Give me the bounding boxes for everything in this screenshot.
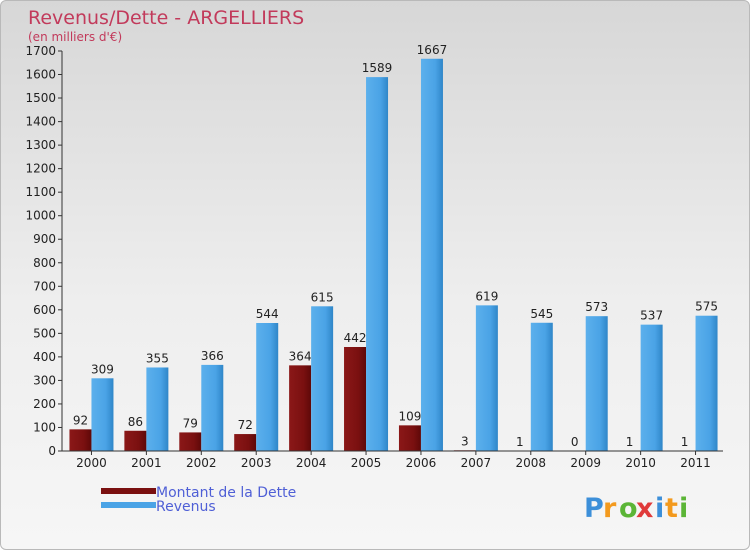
- revenue-value-label: 309: [91, 362, 114, 376]
- y-tick-label: 600: [33, 303, 56, 317]
- debt-value-label: 3: [461, 434, 469, 448]
- revenue-bar: [146, 367, 169, 451]
- debt-value-label: 442: [344, 331, 367, 345]
- debt-value-label: 1: [626, 435, 634, 449]
- revenue-value-label: 355: [146, 351, 169, 365]
- revenue-value-label: 545: [530, 307, 553, 321]
- y-tick-label: 500: [33, 326, 56, 340]
- y-tick-label: 400: [33, 350, 56, 364]
- debt-bar: [124, 430, 147, 451]
- debt-bar: [289, 365, 312, 451]
- chart-subtitle: (en milliers d'€): [28, 30, 122, 44]
- debt-value-label: 109: [399, 409, 422, 423]
- revenue-value-label: 544: [256, 307, 279, 321]
- revenue-value-label: 615: [311, 290, 334, 304]
- legend-label-revenue: Revenus: [156, 499, 216, 515]
- y-tick-label: 1100: [25, 185, 56, 199]
- debt-value-label: 92: [73, 413, 88, 427]
- y-tick-label: 300: [33, 373, 56, 387]
- revenue-bar: [530, 322, 553, 451]
- y-tick-label: 1200: [25, 162, 56, 176]
- logo-letter: i: [679, 493, 688, 524]
- revenue-bar: [640, 324, 663, 451]
- logo-letter: P: [584, 493, 604, 524]
- revenue-value-label: 619: [475, 289, 498, 303]
- revenue-bar: [585, 316, 608, 451]
- y-tick-label: 1500: [25, 91, 56, 105]
- revenue-bar: [420, 58, 443, 451]
- x-tick-label: 2000: [76, 456, 107, 470]
- revenue-value-label: 575: [695, 300, 718, 314]
- logo-letter: i: [655, 493, 664, 524]
- y-tick-label: 200: [33, 397, 56, 411]
- revenue-bar: [201, 364, 224, 451]
- x-tick-label: 2008: [516, 456, 547, 470]
- legend-swatch-debt: [101, 488, 156, 494]
- debt-bar: [234, 434, 257, 451]
- y-tick-label: 900: [33, 232, 56, 246]
- debt-value-label: 72: [238, 418, 253, 432]
- chart-title: Revenus/Dette - ARGELLIERS: [28, 7, 304, 29]
- revenue-bar: [91, 378, 114, 451]
- logo-letter: o: [619, 493, 638, 524]
- debt-bar: [179, 432, 202, 451]
- revenue-bar: [695, 315, 718, 451]
- revenue-value-label: 366: [201, 349, 224, 363]
- revenue-bar: [311, 306, 334, 451]
- legend-swatch-revenue: [101, 502, 156, 508]
- legend-label-debt: Montant de la Dette: [156, 485, 296, 501]
- y-tick-label: 100: [33, 420, 56, 434]
- revenue-bar: [366, 77, 389, 451]
- x-tick-label: 2010: [625, 456, 656, 470]
- x-tick-label: 2011: [680, 456, 711, 470]
- debt-value-label: 79: [183, 416, 198, 430]
- revenue-bar: [256, 323, 279, 451]
- debt-bar: [398, 425, 421, 451]
- debt-value-label: 364: [289, 349, 312, 363]
- debt-bar: [344, 347, 367, 451]
- logo-letter: x: [636, 493, 653, 524]
- debt-value-label: 0: [571, 435, 579, 449]
- logo-letter: t: [665, 493, 678, 524]
- revenue-value-label: 573: [585, 300, 608, 314]
- y-tick-label: 1000: [25, 209, 56, 223]
- y-tick-label: 800: [33, 256, 56, 270]
- debt-value-label: 1: [516, 435, 524, 449]
- debt-bar: [69, 429, 92, 451]
- x-tick-label: 2006: [406, 456, 437, 470]
- x-tick-label: 2009: [570, 456, 601, 470]
- x-tick-label: 2003: [241, 456, 272, 470]
- y-tick-label: 0: [48, 444, 56, 458]
- x-tick-label: 2007: [461, 456, 492, 470]
- debt-value-label: 1: [681, 435, 689, 449]
- y-tick-label: 1400: [25, 115, 56, 129]
- x-tick-label: 2004: [296, 456, 327, 470]
- x-tick-label: 2001: [131, 456, 162, 470]
- x-tick-label: 2005: [351, 456, 382, 470]
- y-tick-label: 700: [33, 279, 56, 293]
- debt-value-label: 86: [128, 415, 143, 429]
- y-tick-label: 1300: [25, 138, 56, 152]
- revenue-value-label: 1589: [362, 61, 393, 75]
- revenue-value-label: 537: [640, 309, 663, 323]
- y-tick-label: 1700: [25, 44, 56, 58]
- revenue-bar: [475, 305, 498, 451]
- y-tick-label: 1600: [25, 68, 56, 82]
- y-axis: 0 100 200 300 400 500 600 700 800 900 1000 1100 1200…: [25, 44, 63, 458]
- x-tick-label: 2002: [186, 456, 217, 470]
- x-axis: 2000 2001 2002 2003 2004 2005 2006 2007 2008 2009…: [62, 450, 723, 470]
- logo-letter: r: [603, 493, 617, 524]
- bars: 92 309 86 355 79 366 72 544 364 615 442 1589 109 1667…: [69, 43, 718, 451]
- revenue-value-label: 1667: [417, 43, 448, 57]
